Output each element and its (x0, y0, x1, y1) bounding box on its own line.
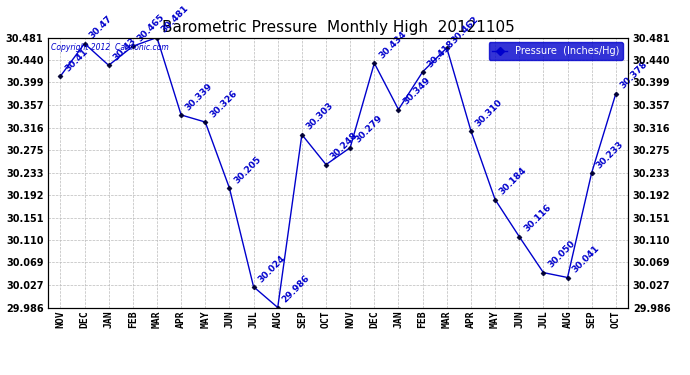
Text: 30.349: 30.349 (402, 76, 432, 107)
Text: 30.41: 30.41 (63, 47, 90, 74)
Text: 30.050: 30.050 (546, 239, 577, 270)
Text: 30.465: 30.465 (136, 13, 166, 44)
Text: 30.462: 30.462 (450, 14, 480, 45)
Text: 30.326: 30.326 (208, 88, 239, 119)
Legend: Pressure  (Inches/Hg): Pressure (Inches/Hg) (489, 42, 623, 60)
Text: 30.303: 30.303 (305, 101, 335, 132)
Text: 30.205: 30.205 (233, 154, 263, 185)
Text: 30.279: 30.279 (353, 114, 384, 145)
Text: 30.47: 30.47 (88, 14, 114, 41)
Text: 30.43: 30.43 (112, 36, 138, 63)
Text: 30.378: 30.378 (619, 60, 649, 91)
Text: 30.116: 30.116 (522, 203, 553, 234)
Text: 30.184: 30.184 (498, 166, 529, 197)
Text: Copyright 2012  Cartronic.com: Copyright 2012 Cartronic.com (51, 43, 169, 52)
Text: 30.310: 30.310 (474, 98, 504, 128)
Text: 30.434: 30.434 (377, 29, 408, 60)
Text: 30.418: 30.418 (426, 38, 456, 69)
Text: 30.248: 30.248 (329, 131, 359, 162)
Text: 29.986: 29.986 (281, 274, 311, 305)
Text: 30.481: 30.481 (160, 4, 190, 35)
Title: Barometric Pressure  Monthly High  20121105: Barometric Pressure Monthly High 2012110… (161, 20, 515, 35)
Text: 30.233: 30.233 (595, 139, 625, 170)
Text: 30.024: 30.024 (257, 253, 287, 284)
Text: 30.041: 30.041 (571, 244, 601, 275)
Text: 30.339: 30.339 (184, 81, 215, 112)
